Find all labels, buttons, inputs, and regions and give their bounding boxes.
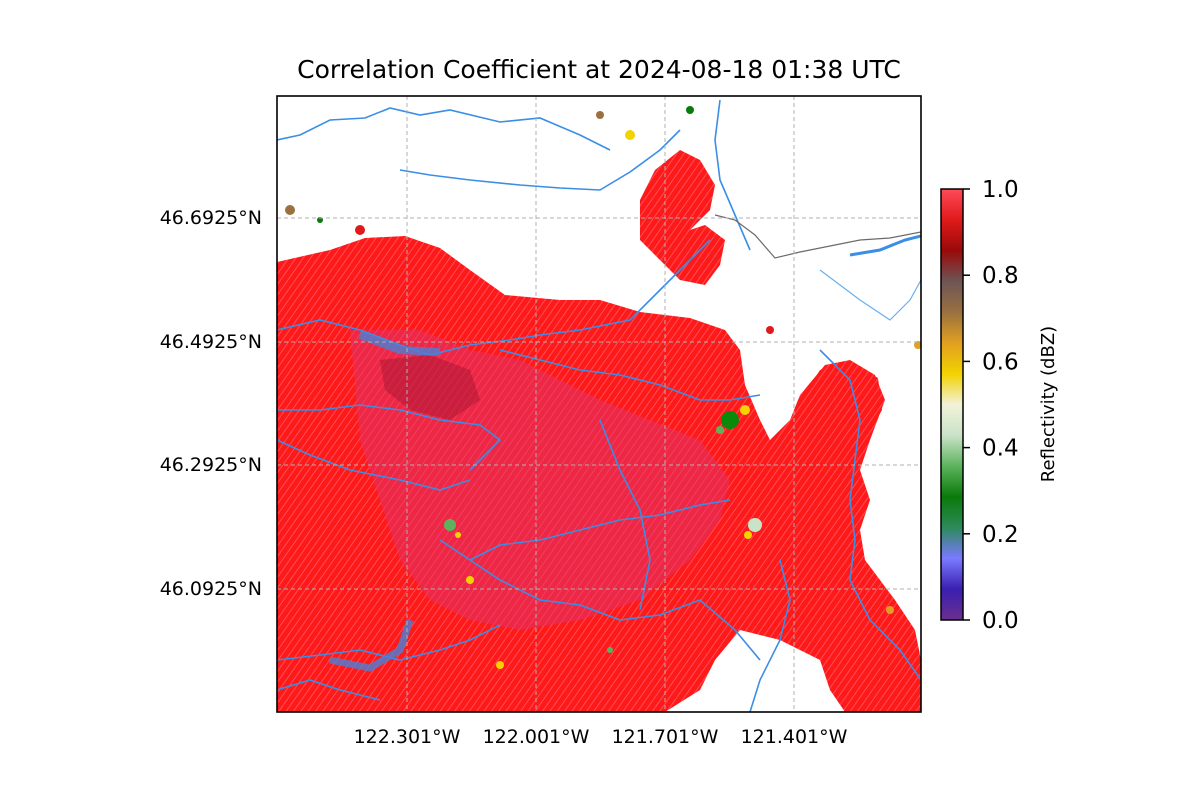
echo-speckles: [285, 106, 921, 669]
river-wide: [358, 331, 441, 356]
river: [277, 404, 502, 471]
lon-tick-label: 121.701°W: [612, 726, 719, 748]
river: [277, 624, 501, 661]
lat-tick-label: 46.6925°N: [160, 207, 262, 229]
state-border: [714, 214, 921, 259]
radar-echo-sw-darker: [350, 330, 730, 630]
colorbar-tick-label: 0.8: [982, 263, 1019, 289]
colorbar-label: Reflectivity (dBZ): [1038, 326, 1059, 482]
river-wide: [329, 618, 414, 672]
lon-labels: 122.301°W 122.001°W 121.701°W 121.401°W: [354, 726, 848, 748]
river: [469, 499, 731, 561]
river: [277, 679, 381, 701]
river: [499, 349, 761, 401]
colorbar-tick-label: 0.6: [982, 349, 1019, 375]
colorbar: 0.0 0.2 0.4 0.6 0.8 1.0 Reflectivity (dBZ): [940, 177, 1059, 634]
hydrography-layer: [277, 99, 921, 712]
river: [749, 559, 791, 712]
radar-echo-north-cell: [640, 150, 725, 285]
colorbar-tick-label: 0.0: [982, 608, 1019, 634]
river: [277, 239, 711, 356]
lat-tick-label: 46.0925°N: [160, 578, 262, 600]
river: [714, 99, 751, 251]
river: [819, 349, 921, 681]
colorbar-tick-label: 0.2: [982, 522, 1019, 548]
chart-title: Correlation Coefficient at 2024-08-18 01…: [297, 55, 901, 84]
river: [439, 539, 761, 661]
lat-tick-label: 46.2925°N: [160, 454, 262, 476]
radar-echo-east-cell: [790, 362, 882, 470]
gridlines: [277, 96, 921, 712]
lat-labels: 46.6925°N 46.4925°N 46.2925°N 46.0925°N: [160, 207, 262, 600]
lat-tick-label: 46.4925°N: [160, 331, 262, 353]
river: [849, 234, 921, 257]
colorbar-tick-label: 1.0: [982, 177, 1019, 203]
lon-tick-label: 122.001°W: [483, 726, 590, 748]
river: [599, 419, 651, 611]
map-content: [277, 96, 921, 712]
radar-echo-nw-dark: [380, 355, 480, 420]
river: [277, 439, 471, 491]
river: [277, 107, 611, 151]
lon-tick-label: 122.301°W: [354, 726, 461, 748]
lon-tick-label: 121.401°W: [741, 726, 848, 748]
map-frame: [276, 95, 922, 713]
colorbar-tick-label: 0.4: [982, 436, 1019, 462]
colorbar-ticks: 0.0 0.2 0.4 0.6 0.8 1.0: [963, 177, 1019, 634]
river: [819, 269, 921, 321]
colorbar-gradient: [940, 188, 964, 621]
river: [399, 129, 681, 191]
map-panel: 46.6925°N 46.4925°N 46.2925°N 46.0925°N …: [160, 95, 922, 748]
